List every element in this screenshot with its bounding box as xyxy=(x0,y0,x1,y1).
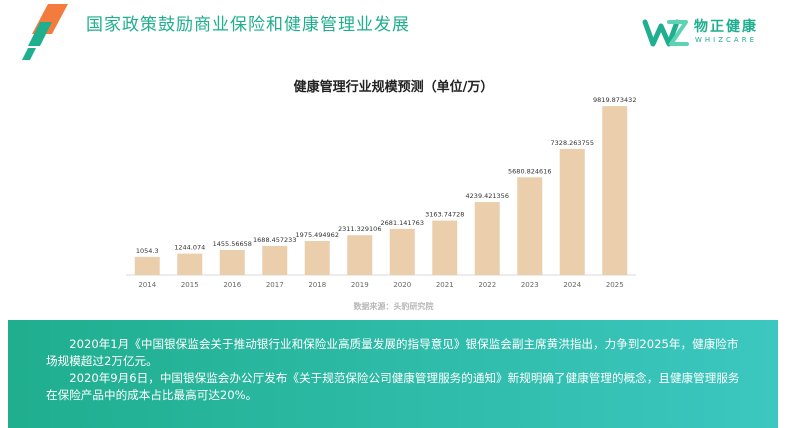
data-source: 数据来源：头豹研究院 xyxy=(353,302,434,311)
tick-label-2021: 2021 xyxy=(436,281,454,289)
bar-2018 xyxy=(304,241,330,275)
tick-label-2023: 2023 xyxy=(521,281,539,289)
bar-2022 xyxy=(474,202,500,275)
bar-2019 xyxy=(347,235,373,275)
info-text: 2020年1月《中国银保监会关于推动银行业和保险业高质量发展的指导意见》银保监会… xyxy=(46,336,746,404)
tick-label-2024: 2024 xyxy=(563,281,581,289)
info-paragraph-2: 2020年9月6日，中国银保监会办公厅发布《关于规范保险公司健康管理服务的通知》… xyxy=(46,371,740,402)
data-label-2022: 4239.421356 xyxy=(466,192,509,200)
data-label-2019: 2311.329106 xyxy=(338,225,381,233)
bar-2023 xyxy=(517,177,543,275)
data-label-2015: 1244.074 xyxy=(174,244,205,252)
data-label-2014: 1054.3 xyxy=(136,247,159,255)
data-label-2024: 7328.263755 xyxy=(551,139,594,147)
tick-label-2019: 2019 xyxy=(351,281,369,289)
bar-2021 xyxy=(432,220,458,275)
tick-label-2022: 2022 xyxy=(478,281,496,289)
brand: 物正健康 WHIZCARE xyxy=(642,14,762,50)
data-label-2023: 5680.824616 xyxy=(508,167,551,175)
data-label-2025: 9819.873432 xyxy=(593,96,636,104)
chart-title: 健康管理行业规模预测（单位/万） xyxy=(293,80,494,95)
decorative-logo-icon xyxy=(22,4,68,60)
bar-2014 xyxy=(134,256,160,275)
data-label-2018: 1975.494962 xyxy=(296,231,339,239)
tick-label-2020: 2020 xyxy=(393,281,411,289)
bar-2015 xyxy=(177,253,203,275)
data-label-2016: 1455.56658 xyxy=(213,240,252,248)
data-label-2020: 2681.141763 xyxy=(381,219,424,227)
bar-2020 xyxy=(389,228,415,275)
brand-name: 物正健康 xyxy=(694,19,758,35)
bar-2016 xyxy=(219,249,245,275)
info-panel: 2020年1月《中国银保监会关于推动银行业和保险业高质量发展的指导意见》银保监会… xyxy=(8,320,778,428)
whizcare-logo-icon xyxy=(642,19,689,47)
tick-label-2017: 2017 xyxy=(266,281,284,289)
page-title: 国家政策鼓励商业保险和健康管理业发展 xyxy=(86,15,410,35)
bar-2025 xyxy=(602,106,628,275)
bar-2024 xyxy=(559,148,585,275)
info-paragraph-1: 2020年1月《中国银保监会关于推动银行业和保险业高质量发展的指导意见》银保监会… xyxy=(46,337,739,368)
tick-label-2015: 2015 xyxy=(181,281,199,289)
bar-2017 xyxy=(262,245,288,275)
data-label-2017: 1688.457233 xyxy=(253,236,296,244)
tick-label-2014: 2014 xyxy=(138,281,156,289)
data-label-2021: 3163.74728 xyxy=(425,211,464,219)
tick-label-2016: 2016 xyxy=(223,281,241,289)
brand-name-en: WHIZCARE xyxy=(695,36,758,44)
bar-chart: 1054.3 2014 1244.074 2015 1455.56658 2016 1688… xyxy=(126,96,636,289)
tick-label-2025: 2025 xyxy=(606,281,624,289)
tick-label-2018: 2018 xyxy=(308,281,326,289)
